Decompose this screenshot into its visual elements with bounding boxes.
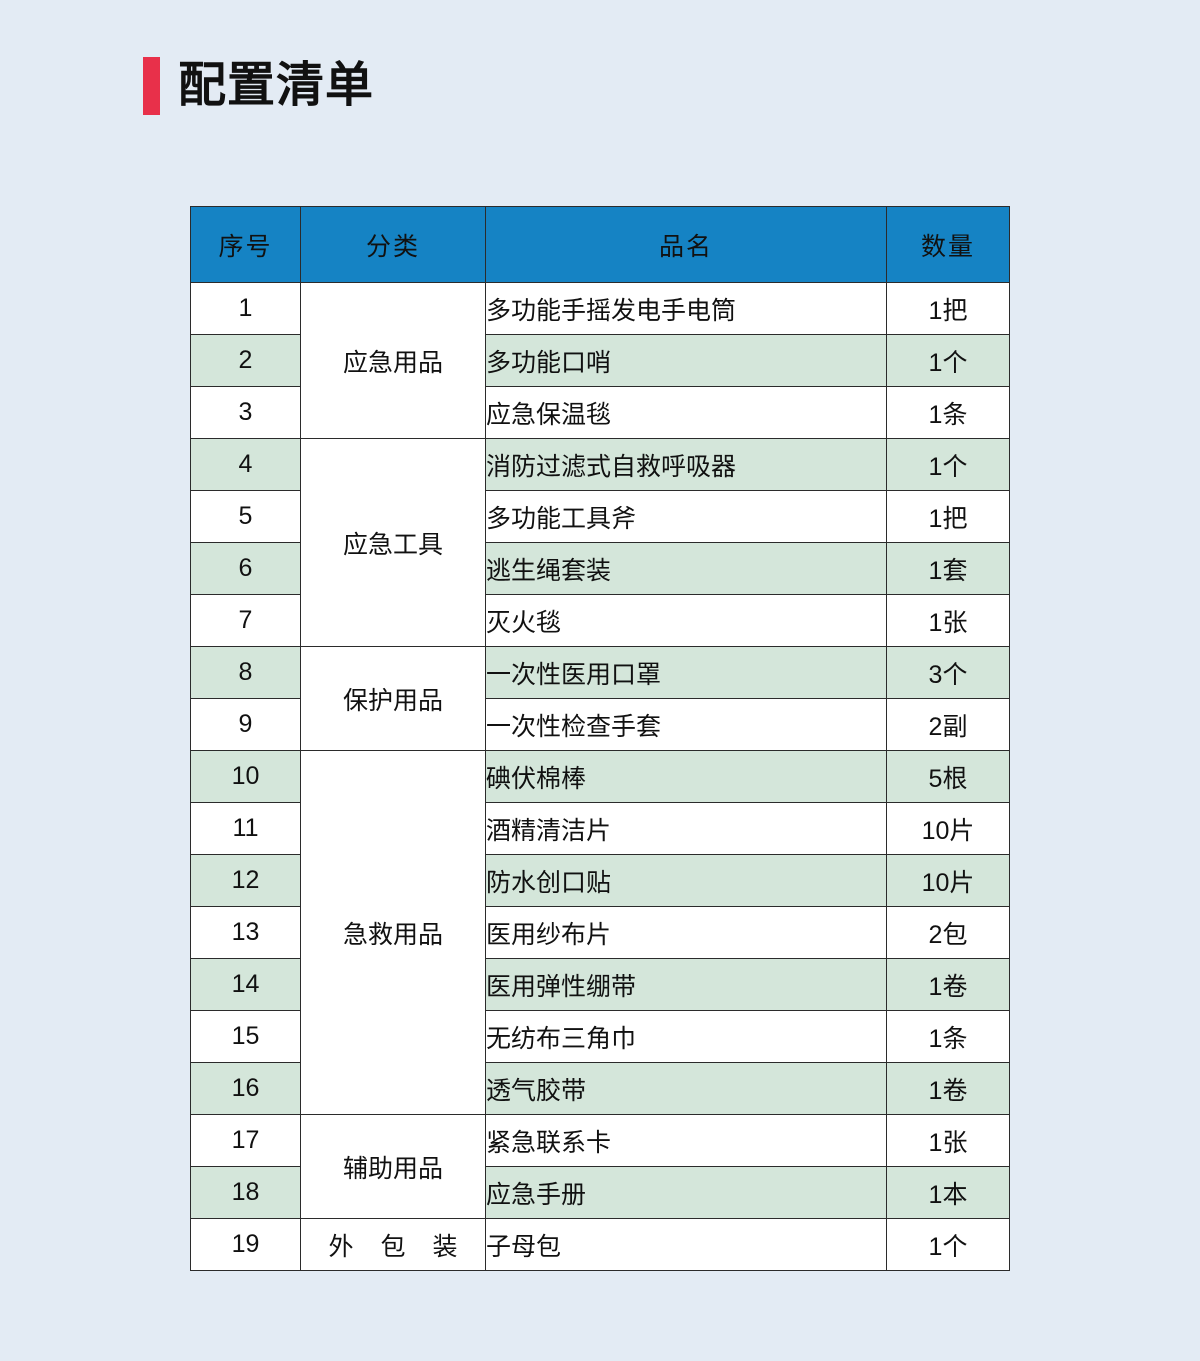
cell-quantity: 1个 [886, 1218, 1010, 1271]
table-row: 7 灭火毯 1张 [190, 594, 1010, 647]
configuration-list-table-wrapper: 序号 分类 品名 数量 1 应急用品 多功能手摇发电手电筒 1把 2 多功能口哨 1个 3 应急… [190, 206, 1010, 1271]
cell-index: 2 [190, 334, 301, 387]
cell-category: 应急用品 [300, 282, 486, 439]
cell-item-name: 碘伏棉棒 [485, 750, 887, 803]
cell-index: 5 [190, 490, 301, 543]
cell-index: 13 [190, 906, 301, 959]
cell-quantity: 2副 [886, 698, 1010, 751]
table-row: 18 应急手册 1本 [190, 1166, 1010, 1219]
table-row: 9 一次性检查手套 2副 [190, 698, 1010, 751]
cell-item-name: 应急手册 [485, 1166, 887, 1219]
cell-quantity: 1把 [886, 282, 1010, 335]
table-row: 4 应急工具 消防过滤式自救呼吸器 1个 [190, 438, 1010, 647]
table-body: 1 应急用品 多功能手摇发电手电筒 1把 2 多功能口哨 1个 3 应急保温毯 1条 4 应急工具 消防… [190, 282, 1010, 1271]
cell-quantity: 1张 [886, 1114, 1010, 1167]
cell-index: 19 [190, 1218, 301, 1271]
cell-item-name: 酒精清洁片 [485, 802, 887, 855]
table-row: 8 保护用品 一次性医用口罩 3个 [190, 646, 1010, 751]
cell-index: 8 [190, 646, 301, 699]
cell-index: 18 [190, 1166, 301, 1219]
table-row: 12 防水创口贴 10片 [190, 854, 1010, 907]
table-row: 17 辅助用品 紧急联系卡 1张 [190, 1114, 1010, 1219]
cell-index: 15 [190, 1010, 301, 1063]
cell-item-name: 多功能工具斧 [485, 490, 887, 543]
cell-item-name: 医用纱布片 [485, 906, 887, 959]
table-row: 13 医用纱布片 2包 [190, 906, 1010, 959]
cell-item-name: 一次性医用口罩 [485, 646, 887, 699]
cell-quantity: 3个 [886, 646, 1010, 699]
configuration-list-table: 序号 分类 品名 数量 1 应急用品 多功能手摇发电手电筒 1把 2 多功能口哨 1个 3 应急… [190, 206, 1010, 1271]
cell-item-name: 医用弹性绷带 [485, 958, 887, 1011]
cell-item-name: 透气胶带 [485, 1062, 887, 1115]
cell-index: 16 [190, 1062, 301, 1115]
table-row: 1 应急用品 多功能手摇发电手电筒 1把 [190, 282, 1010, 439]
cell-index: 12 [190, 854, 301, 907]
cell-quantity: 1条 [886, 386, 1010, 439]
table-header-row: 序号 分类 品名 数量 [190, 206, 1010, 283]
table-row: 14 医用弹性绷带 1卷 [190, 958, 1010, 1011]
cell-index: 14 [190, 958, 301, 1011]
column-header-category: 分类 [300, 206, 486, 283]
table-row: 19 外 包 装子母包 1个 [190, 1218, 1010, 1271]
cell-category: 急救用品 [300, 750, 486, 1115]
cell-item-name: 一次性检查手套 [485, 698, 887, 751]
cell-item-name: 紧急联系卡 [485, 1114, 887, 1167]
cell-category: 保护用品 [300, 646, 486, 751]
title-accent-bar [143, 57, 160, 115]
page-title-text: 配置清单 [178, 59, 375, 112]
cell-category: 辅助用品 [300, 1114, 486, 1219]
cell-item-name: 灭火毯 [485, 594, 887, 647]
cell-index: 11 [190, 802, 301, 855]
cell-quantity: 1个 [886, 334, 1010, 387]
cell-quantity: 1卷 [886, 1062, 1010, 1115]
cell-index: 6 [190, 542, 301, 595]
cell-quantity: 1把 [886, 490, 1010, 543]
cell-index: 10 [190, 750, 301, 803]
cell-quantity: 1条 [886, 1010, 1010, 1063]
cell-index: 1 [190, 282, 301, 335]
cell-index: 7 [190, 594, 301, 647]
cell-quantity: 1本 [886, 1166, 1010, 1219]
table-row: 2 多功能口哨 1个 [190, 334, 1010, 387]
cell-quantity: 5根 [886, 750, 1010, 803]
table-header: 序号 分类 品名 数量 [190, 206, 1010, 283]
cell-index: 4 [190, 438, 301, 491]
cell-quantity: 1套 [886, 542, 1010, 595]
cell-index: 17 [190, 1114, 301, 1167]
cell-quantity: 1张 [886, 594, 1010, 647]
cell-item-name: 无纺布三角巾 [485, 1010, 887, 1063]
table-row: 11 酒精清洁片 10片 [190, 802, 1010, 855]
cell-category: 外 包 装 [300, 1218, 486, 1271]
page-title: 配置清单 [143, 57, 374, 115]
column-header-index: 序号 [190, 206, 301, 283]
cell-quantity: 2包 [886, 906, 1010, 959]
table-row: 15 无纺布三角巾 1条 [190, 1010, 1010, 1063]
cell-quantity: 1卷 [886, 958, 1010, 1011]
table-row: 16 透气胶带 1卷 [190, 1062, 1010, 1115]
cell-item-name: 子母包 [485, 1218, 887, 1271]
cell-item-name: 消防过滤式自救呼吸器 [485, 438, 887, 491]
cell-quantity: 1个 [886, 438, 1010, 491]
table-row: 10 急救用品 碘伏棉棒 5根 [190, 750, 1010, 1115]
cell-item-name: 防水创口贴 [485, 854, 887, 907]
column-header-name: 品名 [485, 206, 887, 283]
cell-item-name: 应急保温毯 [485, 386, 887, 439]
cell-category: 应急工具 [300, 438, 486, 647]
cell-index: 3 [190, 386, 301, 439]
table-row: 6 逃生绳套装 1套 [190, 542, 1010, 595]
cell-item-name: 多功能手摇发电手电筒 [485, 282, 887, 335]
table-row: 3 应急保温毯 1条 [190, 386, 1010, 439]
cell-quantity: 10片 [886, 854, 1010, 907]
cell-item-name: 逃生绳套装 [485, 542, 887, 595]
cell-item-name: 多功能口哨 [485, 334, 887, 387]
table-row: 5 多功能工具斧 1把 [190, 490, 1010, 543]
column-header-quantity: 数量 [886, 206, 1010, 283]
cell-index: 9 [190, 698, 301, 751]
cell-quantity: 10片 [886, 802, 1010, 855]
